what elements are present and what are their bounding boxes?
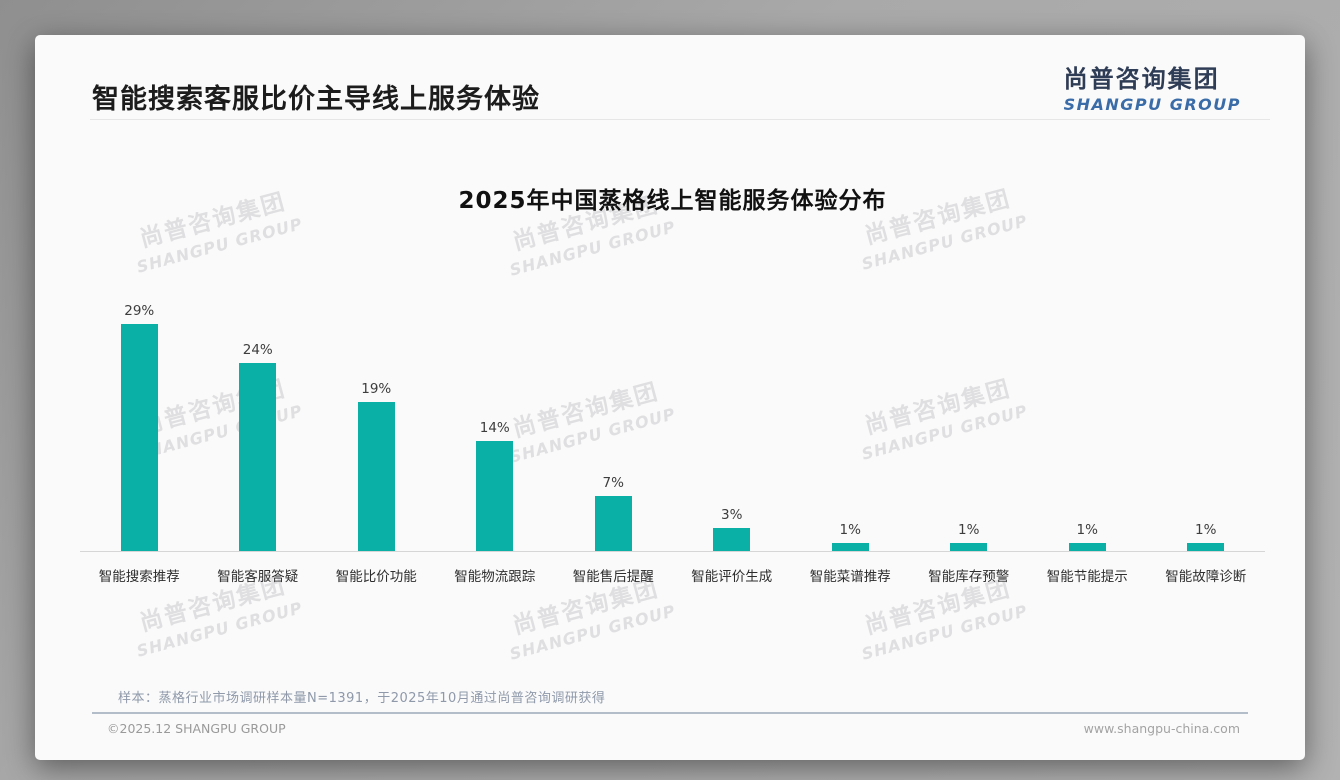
bar-column: 3% (673, 281, 792, 551)
bar-value-label: 19% (361, 381, 392, 398)
x-axis-label: 智能客服答疑 (217, 569, 299, 585)
watermark-line2: SHANGPU GROUP (859, 601, 1030, 664)
bar-column: 14% (436, 281, 555, 551)
company-logo: 尚普咨询集团 SHANGPU GROUP (1064, 59, 1241, 114)
footer: ©2025.12 SHANGPU GROUP www.shangpu-china… (35, 721, 1305, 736)
bar-value-label: 1% (1195, 522, 1217, 539)
logo-english-name: SHANGPU GROUP (1063, 95, 1241, 114)
x-axis-label: 智能库存预警 (928, 569, 1010, 585)
bar (1187, 543, 1225, 551)
bar (831, 543, 869, 551)
watermark-line2: SHANGPU GROUP (859, 211, 1030, 274)
header-divider (90, 119, 1270, 120)
bar (1068, 543, 1106, 551)
bar (239, 363, 277, 551)
bar-column: 1% (791, 281, 910, 551)
watermark-line2: SHANGPU GROUP (507, 217, 678, 280)
bar-value-label: 3% (721, 506, 743, 523)
page-title: 智能搜索客服比价主导线上服务体验 (92, 84, 540, 115)
x-axis-label: 智能比价功能 (335, 569, 417, 585)
bar (950, 543, 988, 551)
bar-column: 24% (199, 281, 318, 551)
bar (357, 402, 395, 551)
copyright-text: ©2025.12 SHANGPU GROUP (107, 721, 286, 736)
bar (120, 323, 158, 551)
x-axis-label: 智能菜谱推荐 (809, 569, 891, 585)
footer-divider (92, 712, 1248, 714)
bar-value-label: 1% (958, 522, 980, 539)
bar-column: 1% (1028, 281, 1147, 551)
x-axis-label: 智能评价生成 (691, 569, 773, 585)
bar-value-label: 24% (242, 342, 273, 358)
bar (713, 527, 751, 551)
bar-value-label: 1% (839, 522, 861, 539)
sample-note: 样本：蒸格行业市场调研样本量N=1391，于2025年10月通过尚普咨询调研获得 (118, 691, 606, 706)
x-axis-label: 智能故障诊断 (1165, 569, 1247, 585)
x-axis-label: 智能物流跟踪 (454, 569, 536, 585)
x-axis-label: 智能售后提醒 (572, 569, 654, 585)
x-axis-label: 智能节能提示 (1046, 569, 1128, 585)
bar-column: 29% (80, 281, 199, 551)
watermark-line2: SHANGPU GROUP (507, 601, 678, 664)
bar-column: 19% (317, 281, 436, 551)
bar-column: 1% (1147, 281, 1266, 551)
slide-card: 尚普咨询集团 SHANGPU GROUP 尚普咨询集团 SHANGPU GROUP 尚普… (35, 35, 1305, 760)
watermark-line2: SHANGPU GROUP (134, 214, 305, 277)
bar-value-label: 1% (1076, 522, 1098, 539)
bar-value-label: 14% (479, 420, 510, 437)
chart-title: 2025年中国蒸格线上智能服务体验分布 (458, 188, 887, 214)
bar-column: 1% (910, 281, 1029, 551)
bar-value-label: 7% (602, 475, 624, 492)
logo-chinese-name: 尚普咨询集团 (1063, 65, 1220, 93)
watermark-line2: SHANGPU GROUP (134, 598, 305, 661)
bar-column: 7% (554, 281, 673, 551)
bar (476, 441, 514, 551)
bar-value-label: 29% (124, 302, 155, 319)
x-axis-label: 智能搜索推荐 (98, 569, 180, 585)
x-axis-line (80, 551, 1265, 552)
x-axis-labels: 智能搜索推荐 智能客服答疑 智能比价功能 智能物流跟踪 智能售后提醒 智能评价生成 智能菜谱… (80, 565, 1265, 585)
bar (594, 496, 632, 551)
chart-plot-area: 29% 24% 19% 14% 7% 3% 1% 1% 1% 1% (80, 281, 1265, 551)
website-url: www.shangpu-china.com (1083, 721, 1240, 736)
